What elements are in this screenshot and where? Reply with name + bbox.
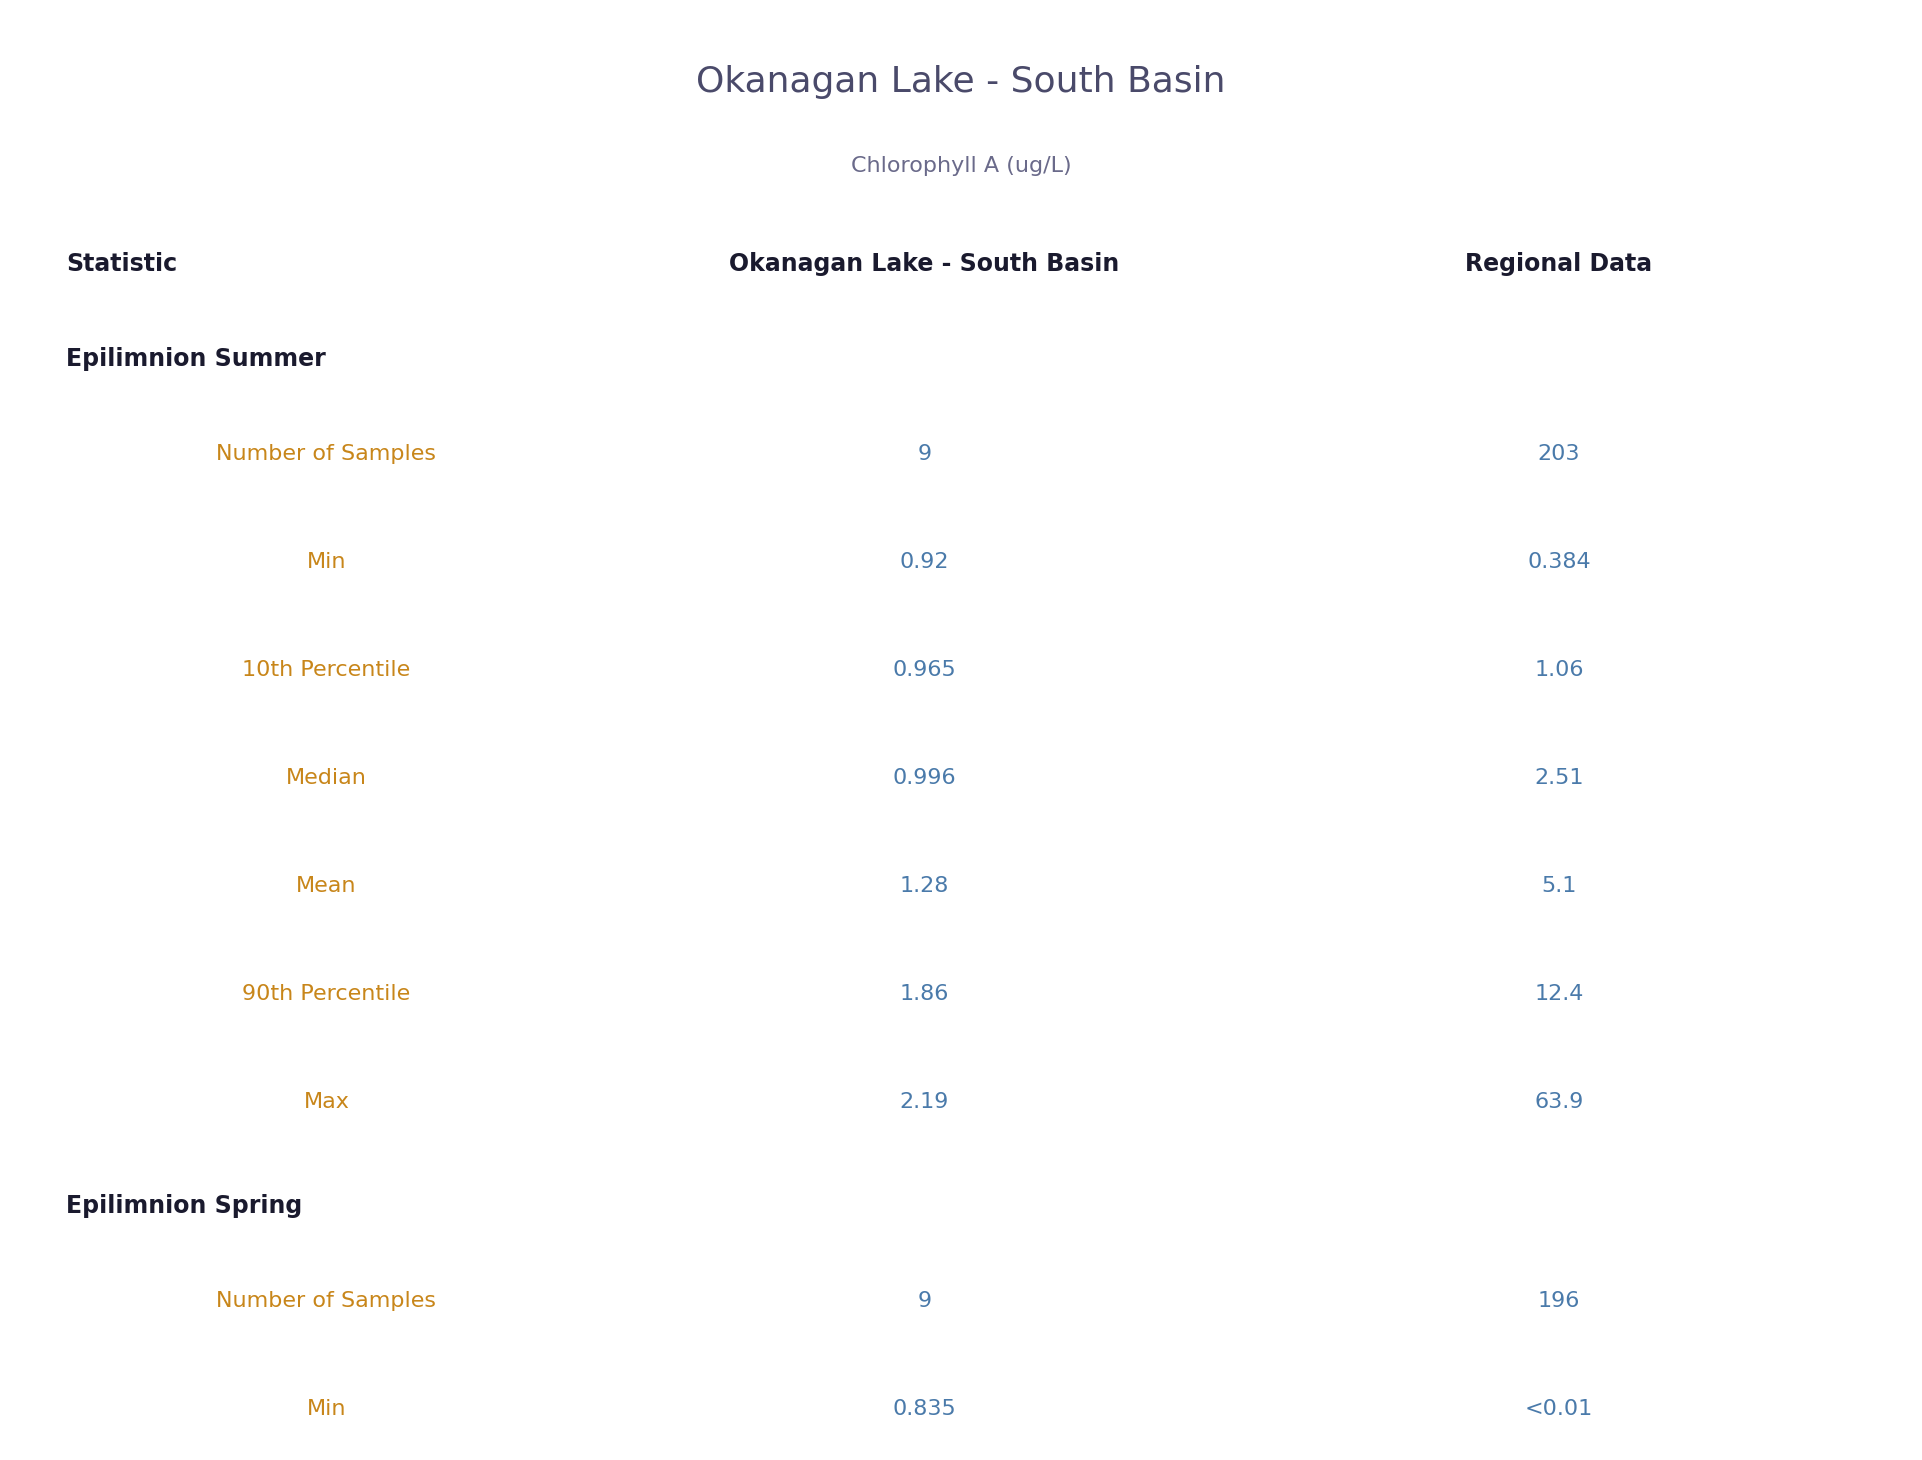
Text: 5.1: 5.1 [1541, 876, 1576, 896]
Text: 1.06: 1.06 [1534, 660, 1584, 680]
Text: Okanagan Lake - South Basin: Okanagan Lake - South Basin [728, 251, 1121, 276]
Text: Number of Samples: Number of Samples [217, 444, 436, 464]
Text: 63.9: 63.9 [1534, 1092, 1584, 1113]
Text: Epilimnion Spring: Epilimnion Spring [65, 1194, 302, 1218]
Text: Number of Samples: Number of Samples [217, 1291, 436, 1311]
Text: 90th Percentile: 90th Percentile [242, 984, 411, 1004]
Text: Epilimnion Summer: Epilimnion Summer [65, 347, 327, 371]
Text: Statistic: Statistic [65, 251, 177, 276]
Text: 2.19: 2.19 [899, 1092, 949, 1113]
Text: Chlorophyll A (ug/L): Chlorophyll A (ug/L) [851, 156, 1071, 175]
Text: 0.835: 0.835 [892, 1399, 957, 1419]
Text: 12.4: 12.4 [1534, 984, 1584, 1004]
Text: Mean: Mean [296, 876, 357, 896]
Text: 9: 9 [917, 444, 932, 464]
Text: Regional Data: Regional Data [1465, 251, 1653, 276]
Text: 1.86: 1.86 [899, 984, 949, 1004]
Text: Max: Max [304, 1092, 350, 1113]
Text: 0.384: 0.384 [1528, 552, 1591, 572]
Text: 10th Percentile: 10th Percentile [242, 660, 411, 680]
Text: <0.01: <0.01 [1524, 1399, 1593, 1419]
Text: Min: Min [308, 1399, 346, 1419]
Text: 0.92: 0.92 [899, 552, 949, 572]
Text: 9: 9 [917, 1291, 932, 1311]
Text: Min: Min [308, 552, 346, 572]
Text: 0.996: 0.996 [892, 768, 957, 788]
Text: 0.965: 0.965 [892, 660, 957, 680]
Text: Median: Median [286, 768, 367, 788]
Text: Okanagan Lake - South Basin: Okanagan Lake - South Basin [696, 64, 1226, 99]
Text: 196: 196 [1538, 1291, 1580, 1311]
Text: 1.28: 1.28 [899, 876, 949, 896]
Text: 2.51: 2.51 [1534, 768, 1584, 788]
Text: 203: 203 [1538, 444, 1580, 464]
